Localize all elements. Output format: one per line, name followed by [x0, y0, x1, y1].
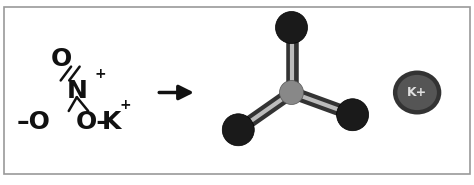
Text: –O: –O	[17, 110, 50, 134]
Text: +: +	[95, 67, 107, 81]
Text: K: K	[102, 110, 121, 134]
Text: K+: K+	[407, 86, 427, 99]
Text: O: O	[51, 47, 72, 71]
Ellipse shape	[280, 80, 303, 105]
Ellipse shape	[397, 75, 437, 110]
Text: N: N	[66, 79, 87, 103]
Text: +: +	[119, 98, 131, 112]
Ellipse shape	[275, 11, 308, 43]
Ellipse shape	[222, 114, 254, 146]
Ellipse shape	[337, 99, 369, 131]
Text: O–: O–	[76, 110, 109, 134]
Ellipse shape	[393, 70, 441, 115]
